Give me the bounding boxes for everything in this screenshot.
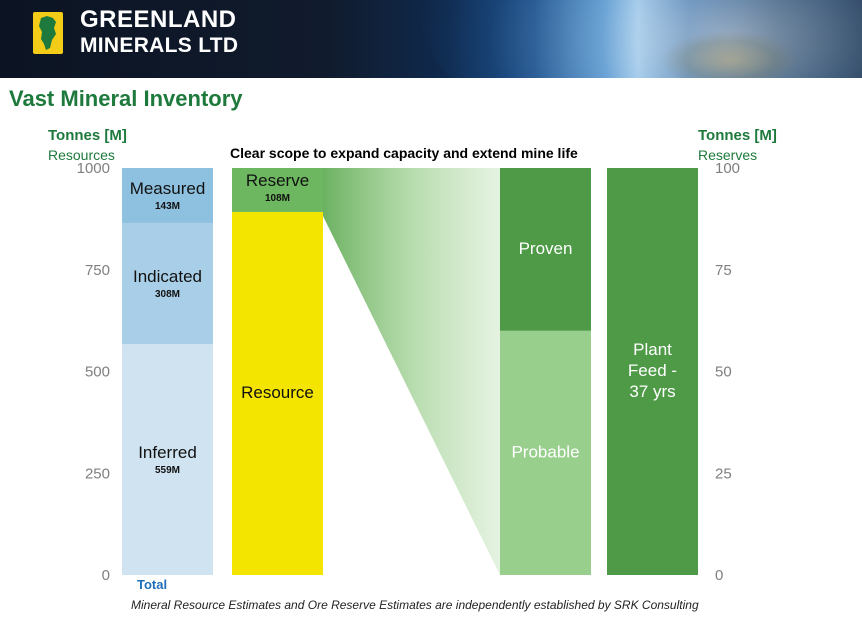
- earth-land: [660, 30, 800, 78]
- bar-segment-proven: [500, 168, 591, 331]
- segment-value-inferred: 559M: [155, 465, 180, 476]
- bar-segment-indicated: [122, 222, 213, 345]
- company-name-line1: GREENLAND: [80, 6, 237, 33]
- segment-label-probable: Probable: [511, 442, 579, 461]
- chart-subtitle: Clear scope to expand capacity and exten…: [230, 145, 578, 161]
- bar-2: Resource Reserve 108M: [232, 168, 323, 575]
- bar-segment-measured: [122, 168, 213, 223]
- left-tick-label: 750: [85, 262, 110, 279]
- left-axis-subtitle: Resources: [48, 147, 115, 163]
- right-tick-label: 50: [715, 364, 732, 381]
- left-tick-label: 500: [85, 364, 110, 381]
- left-tick-label: 250: [85, 465, 110, 482]
- right-tick-label: 75: [715, 262, 732, 279]
- bar-3: Probable Proven: [500, 168, 591, 575]
- greenland-map-icon: [33, 12, 63, 54]
- segment-label-plant-feed: Plant: [633, 340, 672, 359]
- segment-value-reserve: 108M: [265, 193, 290, 204]
- right-tick-label: 0: [715, 567, 723, 584]
- bar-4: Plant Feed - 37 yrs: [607, 168, 698, 575]
- left-tick-label: 1000: [77, 160, 110, 177]
- reserve-expansion-wedge: [322, 168, 500, 575]
- segment-value-indicated: 308M: [155, 289, 180, 300]
- right-axis-title: Tonnes [M]: [698, 127, 777, 144]
- right-axis-subtitle: Reserves: [698, 147, 758, 163]
- bar-1: Inferred 559M Indicated 308M Measured 143M: [122, 168, 213, 575]
- segment-label-proven: Proven: [519, 239, 573, 258]
- bar-segment-reserve: [232, 168, 323, 212]
- segment-label-inferred: Inferred: [138, 443, 197, 462]
- segment-label-reserve: Reserve: [246, 171, 309, 190]
- bar-segment-resource: [232, 211, 323, 575]
- right-tick-label: 100: [715, 160, 740, 177]
- segment-label-resource: Resource: [241, 383, 314, 402]
- bar-segment-inferred: [122, 344, 213, 575]
- segment-label-indicated: Indicated: [133, 267, 202, 286]
- left-axis-title: Tonnes [M]: [48, 127, 127, 144]
- segment-value-measured: 143M: [155, 201, 180, 212]
- left-tick-label: 0: [102, 567, 110, 584]
- x-category-total: Total: [137, 577, 168, 592]
- segment-label-plant-feed: 37 yrs: [629, 382, 675, 401]
- header-banner: GREENLAND MINERALS LTD: [0, 0, 862, 78]
- company-name-line2: MINERALS LTD: [80, 34, 239, 57]
- segment-label-plant-feed: Feed -: [628, 361, 677, 380]
- segment-label-measured: Measured: [130, 179, 206, 198]
- company-name: GREENLAND MINERALS LTD: [80, 6, 239, 57]
- right-tick-label: 25: [715, 465, 732, 482]
- bar-segment-plant-feed: [607, 168, 698, 575]
- page-title: Vast Mineral Inventory: [9, 86, 243, 111]
- footnote: Mineral Resource Estimates and Ore Reser…: [131, 598, 699, 612]
- bar-segment-probable: [500, 330, 591, 575]
